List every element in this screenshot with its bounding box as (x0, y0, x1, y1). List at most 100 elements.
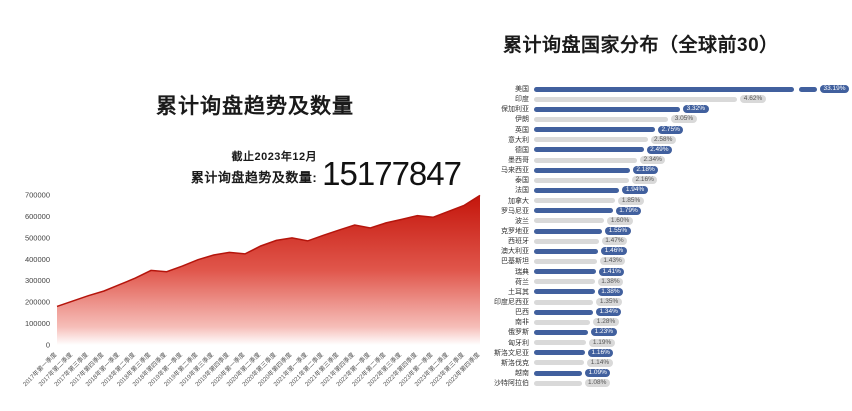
country-bar (534, 248, 599, 254)
percent-pill: 1.41% (599, 267, 625, 276)
country-bar (534, 167, 630, 173)
percent-pill: 33.19% (820, 85, 850, 94)
percent-pill: 1.43% (599, 257, 626, 266)
percent-pill: 2.16% (632, 176, 658, 185)
country-bar (534, 350, 585, 356)
country-label: 英国 (515, 126, 529, 134)
country-bar (534, 198, 616, 204)
country-label: 保加利亚 (501, 106, 529, 114)
country-bar-row: 保加利亚 3.32% (485, 104, 851, 114)
country-bar-row: 美国 33.19% (485, 84, 851, 94)
country-bar (534, 147, 644, 153)
y-tick-label: 200000 (25, 298, 50, 307)
y-tick-label: 600000 (25, 212, 50, 221)
country-bars: 美国 33.19% 印度 4.62% 保加利亚 3.32% 伊朗 3.05% 英国 2.75% 意大… (485, 84, 851, 388)
country-label: 斯洛文尼亚 (494, 349, 529, 357)
country-bar-row: 俄罗斯 1.23% (485, 327, 851, 337)
percent-pill: 1.28% (593, 318, 619, 327)
country-bar-row: 克罗地亚 1.55% (485, 226, 851, 236)
y-tick-label: 500000 (25, 233, 50, 242)
y-tick-label: 400000 (25, 255, 50, 264)
country-bar-row: 墨西哥 2.34% (485, 155, 851, 165)
y-tick-label: 100000 (25, 319, 50, 328)
stat-label: 累计询盘趋势及数量: (190, 170, 318, 185)
percent-pill: 3.32% (683, 105, 709, 114)
trend-area-chart: 700000 600000 500000 400000 300000 200000 1000… (21, 191, 481, 389)
country-bar-row: 斯洛伐克 1.14% (485, 358, 851, 368)
country-bar-row: 荷兰 1.38% (485, 277, 851, 287)
country-label: 巴西 (515, 309, 529, 317)
country-bar-row: 德国 2.49% (485, 145, 851, 155)
trend-chart-title: 累计询盘趋势及数量 (156, 95, 354, 118)
country-label: 墨西哥 (508, 157, 529, 165)
trend-area (57, 195, 480, 345)
percent-pill: 1.09% (585, 369, 611, 377)
country-bar (534, 127, 655, 133)
country-label: 意大利 (508, 136, 529, 144)
country-bar (534, 258, 597, 264)
country-bar-row: 印度尼西亚 1.35% (485, 297, 851, 307)
country-bar (534, 329, 589, 335)
country-bar-row: 沙特阿拉伯 1.08% (485, 378, 851, 388)
percent-pill: 1.34% (596, 308, 622, 317)
bar-break-icon (794, 87, 799, 92)
country-bar-row: 马来西亚 2.18% (485, 165, 851, 175)
percent-pill: 1.85% (618, 196, 644, 205)
country-bar-row: 澳大利亚 1.46% (485, 246, 851, 256)
country-bar-row: 南非 1.28% (485, 317, 851, 327)
country-bar-row: 土耳其 1.38% (485, 287, 851, 297)
country-bar (534, 137, 648, 143)
y-tick-label: 700000 (25, 191, 50, 200)
country-label: 印度 (515, 96, 529, 104)
asof-date: 截止2023年12月 (231, 151, 318, 163)
country-label: 马来西亚 (501, 167, 529, 175)
country-bar-row: 法国 1.94% (485, 185, 851, 195)
y-tick-label: 0 (46, 341, 50, 350)
country-label: 泰国 (515, 177, 529, 185)
percent-pill: 1.47% (601, 237, 628, 246)
country-bar (534, 360, 585, 366)
country-label: 澳大利亚 (501, 248, 529, 256)
country-bar-row: 巴基斯坦 1.43% (485, 256, 851, 266)
country-bar (534, 116, 669, 122)
country-bar (534, 228, 603, 234)
country-bar (534, 279, 595, 285)
country-label: 越南 (515, 370, 529, 377)
country-label: 瑞典 (515, 268, 529, 276)
country-label: 德国 (515, 146, 529, 154)
percent-pill: 1.35% (596, 298, 622, 307)
country-bar (534, 238, 599, 244)
percent-pill: 1.38% (597, 287, 624, 296)
total-inquiries-value: 15177847 (322, 154, 462, 192)
country-bar-row: 罗马尼亚 1.79% (485, 206, 851, 216)
country-label: 克罗地亚 (501, 228, 529, 236)
country-bar (534, 309, 593, 315)
country-label: 加拿大 (508, 197, 529, 205)
country-label: 南非 (515, 319, 529, 327)
country-bar (534, 218, 605, 224)
country-bar-row: 波兰 1.60% (485, 216, 851, 226)
country-label: 罗马尼亚 (501, 207, 529, 215)
percent-pill: 1.60% (607, 216, 633, 225)
percent-pill: 2.75% (658, 125, 684, 134)
percent-pill: 1.08% (584, 379, 610, 388)
country-bar-row: 印度 4.62% (485, 94, 851, 104)
country-label: 伊朗 (515, 116, 529, 124)
country-label: 荷兰 (515, 278, 529, 286)
country-label: 印度尼西亚 (494, 299, 529, 307)
country-label: 美国 (515, 86, 529, 94)
country-label: 西班牙 (508, 238, 529, 246)
country-bar-row: 匈牙利 1.19% (485, 338, 851, 348)
country-bar (534, 380, 582, 386)
percent-pill: 1.79% (615, 206, 642, 215)
country-bar-row: 西班牙 1.47% (485, 236, 851, 246)
country-bar (534, 106, 681, 112)
percent-pill: 1.19% (589, 338, 615, 347)
country-label: 法国 (515, 187, 529, 195)
percent-pill: 1.16% (588, 348, 614, 357)
percent-pill: 1.46% (601, 247, 627, 256)
country-label: 匈牙利 (508, 339, 529, 347)
country-label: 俄罗斯 (508, 329, 529, 337)
country-bar (534, 96, 738, 102)
country-bar-row: 巴西 1.34% (485, 307, 851, 317)
